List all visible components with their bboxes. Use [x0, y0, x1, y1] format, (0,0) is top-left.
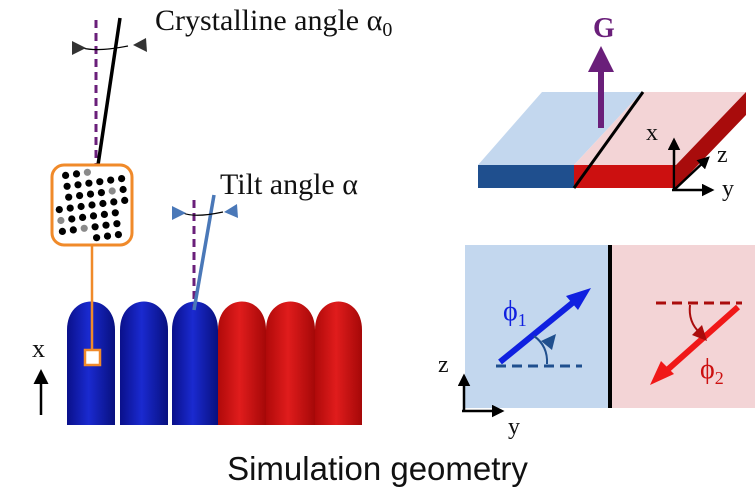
- tilt-arrowhead-right: [224, 204, 238, 218]
- plan-view: [465, 245, 755, 408]
- crystalline-arrowhead-right: [133, 38, 147, 52]
- lattice-dots: [55, 168, 129, 242]
- lattice-atom: [119, 185, 127, 194]
- lattice-atom: [118, 175, 126, 183]
- slab-side-red: [676, 92, 746, 188]
- phi2-label: ϕ2: [700, 354, 724, 388]
- lattice-atom: [65, 193, 73, 201]
- gravity-label: G: [593, 13, 615, 44]
- lattice-atom: [99, 199, 107, 208]
- lattice-atom: [69, 226, 77, 234]
- phi1-label: ϕ1: [503, 296, 527, 330]
- phi1-arrowhead: [566, 288, 591, 310]
- lattice-atom: [113, 220, 121, 228]
- dendrite-blue-3: [172, 301, 218, 425]
- plan-blue-grain: [465, 245, 610, 408]
- dendrite-array: [67, 301, 362, 425]
- lattice-atom: [57, 216, 65, 225]
- tilt-arrowhead-left: [172, 206, 186, 220]
- crystalline-angle-arc: [82, 45, 129, 51]
- lattice-atom: [111, 209, 119, 217]
- figure-caption: Simulation geometry: [227, 450, 528, 487]
- lattice-atom: [114, 231, 122, 239]
- lattice-atom: [55, 206, 63, 214]
- crystalline-angle-label: Crystalline angle α0: [155, 4, 392, 41]
- crystalline-arrowhead-left: [72, 41, 86, 55]
- lattice-atom: [103, 232, 112, 240]
- gravity-arrowhead: [588, 46, 614, 72]
- plan-red-grain: [610, 245, 755, 408]
- lattice-atom: [80, 224, 88, 232]
- dendrite-blue-2: [120, 301, 168, 425]
- phi2-arc-arrowhead: [692, 325, 707, 341]
- lattice-atom: [121, 196, 129, 204]
- lattice-atom: [88, 201, 96, 209]
- dendrite-red-1: [218, 301, 266, 425]
- dendrite-red-2: [266, 301, 315, 425]
- lattice-atom: [93, 234, 101, 242]
- phi1-arrow-shaft: [498, 297, 578, 365]
- phi2-arrowhead: [650, 361, 674, 385]
- lattice-atom: [83, 168, 91, 176]
- tilt-axis-line: [192, 194, 216, 311]
- tilt-angle-arc: [182, 211, 224, 216]
- tilt-angle-label: Tilt angle α: [220, 168, 358, 201]
- lattice-atom: [74, 181, 82, 189]
- slab-front-red: [574, 165, 676, 188]
- lattice-atom: [62, 171, 70, 179]
- inset-sample-marker: [83, 348, 102, 367]
- crystalline-axis-line: [96, 17, 122, 166]
- lattice-atom: [58, 227, 66, 235]
- lattice-atom: [72, 170, 81, 178]
- lattice-atom: [89, 212, 98, 220]
- slab-front-blue: [478, 165, 574, 188]
- lattice-atom: [107, 176, 115, 184]
- lattice-atom: [91, 223, 99, 231]
- lattice-atom: [96, 178, 104, 186]
- lattice-atom: [110, 198, 118, 206]
- grain-boundary-line: [572, 91, 645, 189]
- dendrite-red-3: [315, 301, 362, 425]
- slab-x-label: x: [646, 120, 658, 146]
- lattice-atom: [100, 210, 108, 218]
- slab-y-label: y: [722, 176, 734, 202]
- phi2-arrow-shaft: [663, 304, 740, 375]
- slab-top-red: [574, 92, 746, 165]
- plan-z-label: z: [438, 352, 449, 378]
- phi1-arc-arrowhead: [541, 334, 556, 350]
- slab-z-axis: [673, 156, 710, 191]
- phi1-angle-arc: [533, 335, 549, 365]
- lattice-atom: [77, 202, 85, 211]
- left-x-axis-label: x: [32, 334, 45, 363]
- plan-y-label: y: [508, 414, 520, 440]
- slab-z-label: z: [717, 142, 728, 168]
- lattice-atom: [85, 179, 93, 187]
- lattice-atom: [86, 190, 95, 198]
- lattice-atom: [79, 213, 87, 221]
- lattice-atom: [108, 187, 116, 195]
- lattice-atom: [63, 182, 71, 190]
- bicrystal-slab: [478, 91, 746, 189]
- lattice-atom: [66, 204, 74, 212]
- lattice-atom: [68, 215, 76, 223]
- lattice-atom: [76, 192, 84, 200]
- lattice-atom: [97, 189, 105, 197]
- lattice-atom: [102, 221, 110, 229]
- lattice-inset: [50, 163, 134, 247]
